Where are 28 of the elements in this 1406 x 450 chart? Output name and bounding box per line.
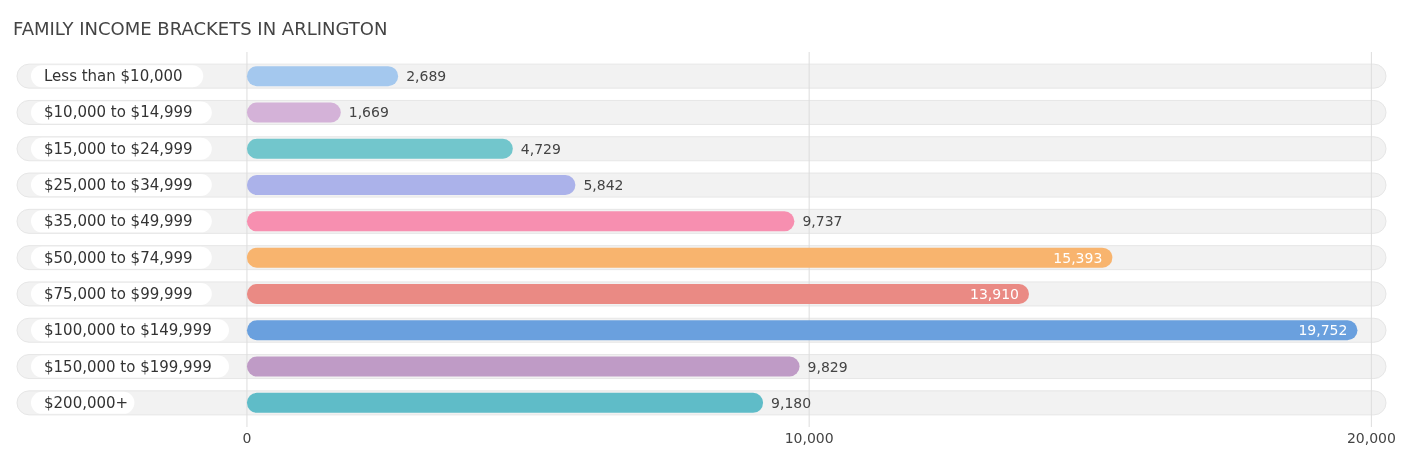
data-label: 9,737 — [802, 213, 843, 230]
x-tick-label: 0 — [242, 430, 252, 446]
y-tick-label: $25,000 to $34,999 — [44, 176, 193, 195]
bar — [246, 175, 576, 196]
data-label: 13,910 — [969, 285, 1019, 302]
bar — [246, 66, 399, 87]
data-label: 4,729 — [520, 140, 561, 157]
data-label: 5,842 — [583, 177, 624, 194]
y-tick-label: $50,000 to $74,999 — [44, 248, 193, 267]
x-tick-label: 20,000 — [1346, 430, 1396, 446]
bar — [246, 102, 341, 123]
y-tick-label: $15,000 to $24,999 — [44, 139, 193, 158]
y-tick-label: $100,000 to $149,999 — [44, 321, 212, 340]
y-tick-label: $35,000 to $49,999 — [44, 212, 193, 231]
data-label: 2,689 — [406, 68, 447, 85]
y-tick-label: $200,000+ — [44, 393, 129, 412]
chart-title: FAMILY INCOME BRACKETS IN ARLINGTON — [13, 18, 388, 39]
y-tick-label: $75,000 to $99,999 — [44, 284, 193, 303]
y-tick-label: Less than $10,000 — [44, 67, 183, 86]
x-tick-label: 10,000 — [784, 430, 834, 446]
y-tick-label: $150,000 to $199,999 — [44, 357, 212, 376]
data-label: 15,393 — [1053, 249, 1103, 266]
data-label: 9,829 — [807, 358, 848, 375]
data-label: 1,669 — [348, 104, 389, 121]
y-tick-label: $10,000 to $14,999 — [44, 103, 193, 122]
data-label: 19,752 — [1298, 322, 1348, 339]
data-label: 9,180 — [771, 394, 812, 411]
bar — [246, 138, 513, 159]
